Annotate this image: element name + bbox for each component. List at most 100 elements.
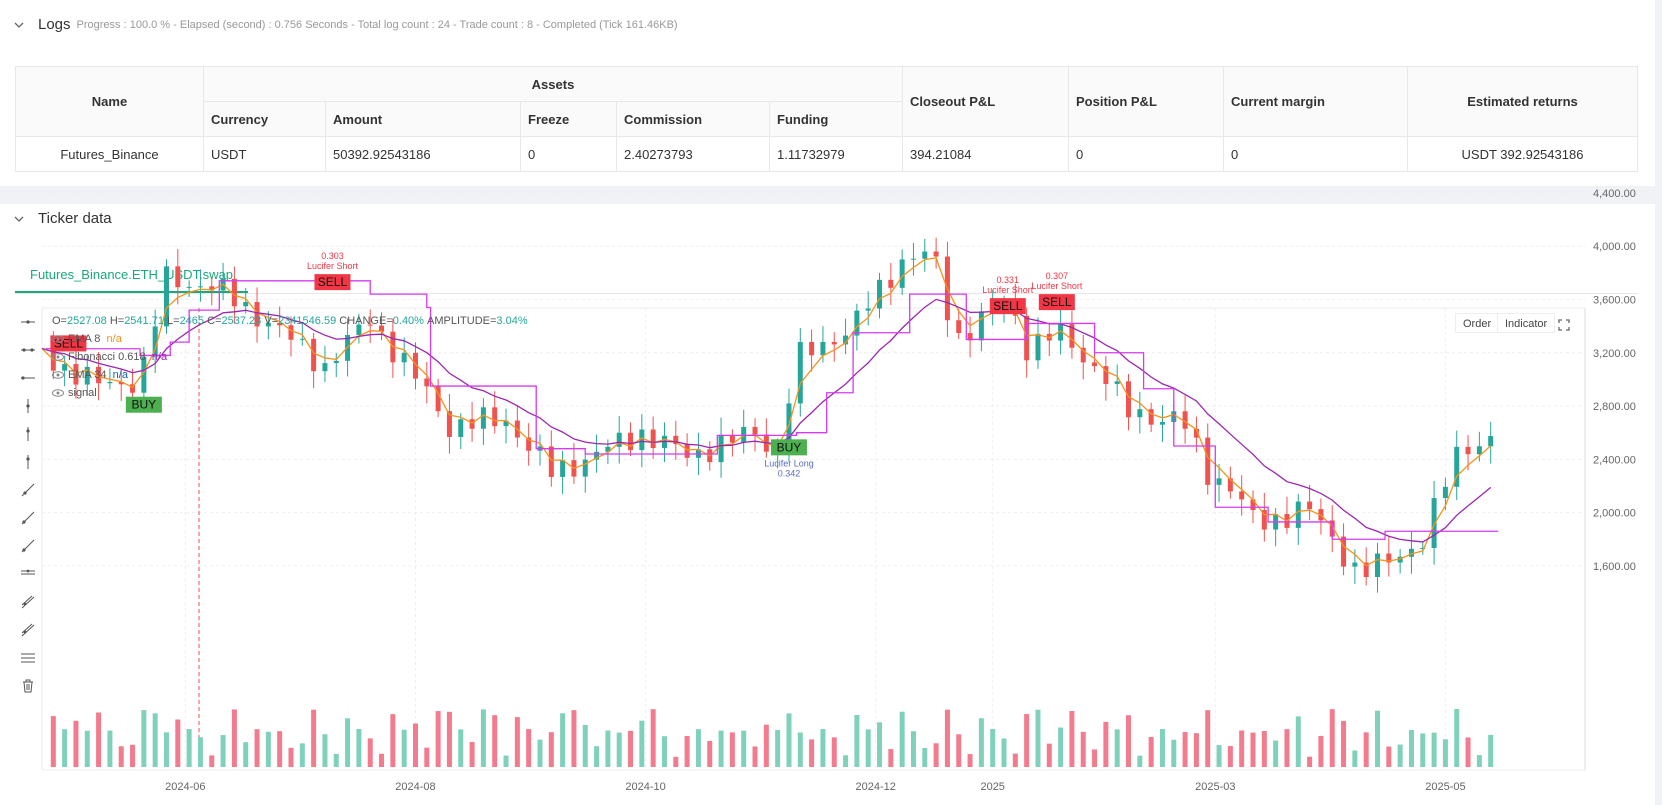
cell-position: 0 [1068,136,1224,172]
volume-bar [186,729,192,767]
volume-bar [1250,732,1256,767]
eye-icon[interactable] [52,335,64,343]
legend-fib-name: Fibonacci 0.618 [68,351,146,363]
eye-icon[interactable] [52,371,64,379]
volume-bar [96,712,102,767]
candle-body [548,446,554,477]
volume-bar [84,730,90,767]
extended-line-icon[interactable] [20,370,36,386]
legend-ema8[interactable]: EMA 8 n/a [52,333,122,345]
trend-ray-icon[interactable] [20,510,36,526]
candle-body [560,460,566,477]
order-button[interactable]: Order [1455,313,1500,333]
volume-bar [254,729,260,767]
cell-closeout: 394.21084 [902,136,1069,172]
candle-body [910,258,916,260]
extended-trend-icon[interactable] [20,538,36,554]
vertical-line-icon[interactable] [20,398,36,414]
vertical-ray-icon[interactable] [20,454,36,470]
cell-margin: 0 [1223,136,1408,172]
signal-buy-badge [125,396,162,413]
candle-body [424,378,430,387]
volume-bar [356,729,362,767]
candle-body [73,364,79,385]
volume-bar [854,714,860,767]
signal-value: 0.303 [321,251,344,261]
ohlc-v-label: V= [264,315,279,327]
volume-bar [684,736,690,767]
parallel-channel-icon[interactable] [20,566,36,582]
candle-body [401,352,407,363]
fullscreen-icon[interactable] [1558,319,1570,331]
signal-buy-badge [770,439,807,456]
volume-bar [526,729,532,767]
volume-bar [763,724,769,767]
pitchfork-icon[interactable] [20,622,36,638]
candle-body [1476,446,1482,455]
candle-body [141,356,147,393]
signal-sell-label: SELL [993,299,1023,313]
y-tick-label: 1,600.00 [1593,561,1636,573]
logs-title: Logs [38,16,71,33]
candle-body [1442,486,1448,499]
ohlc-low: 2465 [179,315,205,327]
candle-body [854,310,860,336]
volume-bar [243,742,249,767]
volume-bar [367,738,373,767]
horizontal-ray-icon[interactable] [20,342,36,358]
logs-header[interactable]: Logs Progress : 100.0 % - Elapsed (secon… [14,16,678,33]
ticker-header[interactable]: Ticker data [14,210,112,227]
volume-bar [1092,749,1098,767]
volume-bar [265,731,271,767]
signal-sell-label: SELL [54,336,84,350]
candle-body [231,278,237,307]
candle-body [1465,446,1471,455]
candle-body [605,446,611,452]
volume-bar [1363,732,1369,767]
candle-body [1137,409,1143,418]
candle-body [1261,510,1267,530]
trend-line-icon[interactable] [20,482,36,498]
volume-bar [412,723,418,767]
signal-buy-label: BUY [132,398,157,412]
candle-body [820,341,826,356]
legend-ema34[interactable]: EMA 34 n/a [52,369,128,381]
eye-icon[interactable] [52,353,64,361]
legend-fib[interactable]: Fibonacci 0.618 n/a [52,351,167,363]
candle-body [1488,436,1494,447]
trash-icon[interactable] [20,678,36,694]
volume-bar [944,709,950,767]
volume-bar [707,740,713,767]
volume-bar [1035,709,1041,767]
signal-sell-badge [1038,294,1075,311]
volume-bar [1012,753,1018,767]
candle-body [888,279,894,288]
candle-body [1352,562,1358,567]
chevron-down-icon[interactable] [14,214,24,224]
candle-body [628,432,634,451]
tab-eth-usdt-swap[interactable]: Futures_Binance.ETH_USDT.swap [15,256,249,293]
indicator-button[interactable]: Indicator [1497,313,1556,333]
fib-retracement-icon[interactable] [20,594,36,610]
x-tick-label: 2024-08 [395,781,435,793]
volume-bar [616,732,622,767]
header-funding: Funding [769,101,903,137]
vertical-segment-icon[interactable] [20,426,36,442]
horizontal-line-icon[interactable] [20,314,36,330]
eye-icon[interactable] [52,389,64,397]
candle-body [933,251,939,257]
legend-signal[interactable]: signal [52,387,97,399]
ohlc-volume: 2341546.59 [278,315,337,327]
fib-levels-icon[interactable] [20,650,36,666]
volume-bar [231,709,237,767]
header-commission: Commission [616,101,770,137]
ticker-title: Ticker data [38,210,112,227]
chevron-down-icon[interactable] [14,20,24,30]
volume-bar [322,734,328,767]
candle-body [118,382,124,385]
fibonacci-line [45,280,1499,540]
candle-body [1080,347,1086,363]
logs-panel: Logs Progress : 100.0 % - Elapsed (secon… [0,0,1655,186]
y-tick-label: 2,800.00 [1593,401,1636,413]
